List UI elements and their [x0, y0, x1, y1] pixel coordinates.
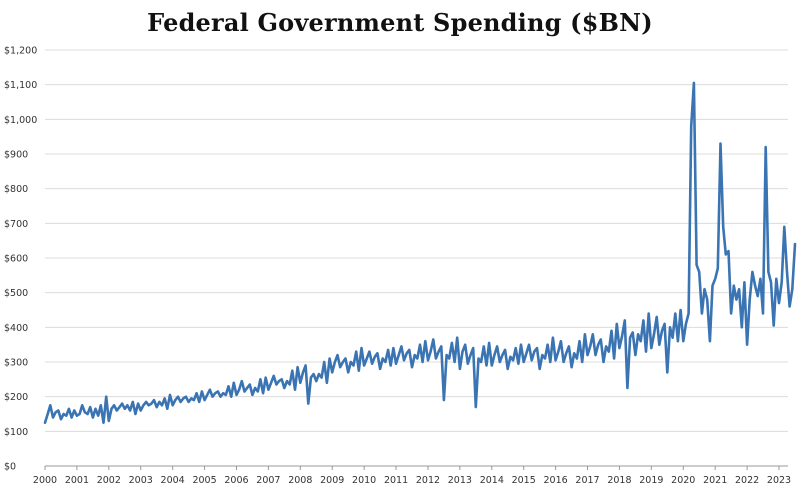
- x-tick-label: 2022: [735, 475, 759, 486]
- x-tick-label: 2018: [607, 475, 631, 486]
- y-tick-label: $0: [4, 462, 16, 473]
- x-tick-label: 2013: [448, 475, 472, 486]
- y-tick-label: $1,100: [4, 80, 37, 91]
- y-tick-label: $400: [4, 323, 28, 334]
- x-tick-label: 2002: [97, 475, 121, 486]
- x-tick-label: 2001: [65, 475, 89, 486]
- x-tick-label: 2016: [544, 475, 568, 486]
- x-tick-label: 2007: [256, 475, 280, 486]
- x-tick-label: 2015: [512, 475, 536, 486]
- x-tick-label: 2017: [575, 475, 599, 486]
- gridlines: [45, 49, 788, 432]
- x-tick-label: 2005: [192, 475, 216, 486]
- x-tick-label: 2009: [320, 475, 344, 486]
- y-tick-label: $300: [4, 358, 28, 369]
- y-tick-label: $500: [4, 288, 28, 299]
- y-tick-label: $1,200: [4, 46, 37, 57]
- chart-title: Federal Government Spending ($BN): [147, 8, 653, 37]
- x-tick-label: 2023: [767, 475, 791, 486]
- y-tick-label: $200: [4, 392, 28, 403]
- x-tick-label: 2011: [384, 475, 408, 486]
- y-tick-label: $600: [4, 254, 28, 265]
- y-tick-labels: $0 $100 $200 $300 $400 $500 $600 $700 $800 $900 $1…: [4, 46, 37, 473]
- x-tick-label: 2008: [288, 475, 312, 486]
- y-tick-label: $800: [4, 184, 28, 195]
- y-tick-label: $1,000: [4, 115, 37, 126]
- x-tick-label: 2014: [480, 475, 504, 486]
- x-tick-label: 2004: [161, 475, 185, 486]
- x-tick-label: 2006: [224, 475, 248, 486]
- x-tick-label: 2000: [33, 475, 57, 486]
- x-tick-label: 2003: [129, 475, 153, 486]
- x-tick-labels: 2000 2001 2002 2003 2004 2005 2006 2007 2008 2009…: [33, 466, 791, 486]
- x-tick-label: 2020: [671, 475, 695, 486]
- y-tick-label: $900: [4, 150, 28, 161]
- y-tick-label: $100: [4, 427, 28, 438]
- y-tick-label: $700: [4, 219, 28, 230]
- x-tick-label: 2010: [352, 475, 376, 486]
- x-tick-label: 2019: [639, 475, 663, 486]
- x-tick-label: 2012: [416, 475, 440, 486]
- series-spending: [43, 81, 797, 425]
- series-line: [43, 81, 797, 425]
- x-tick-label: 2021: [703, 475, 727, 486]
